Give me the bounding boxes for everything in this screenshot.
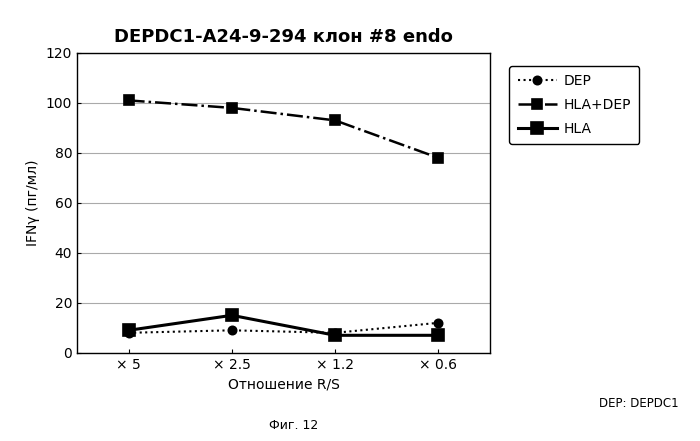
DEP: [434, 320, 442, 325]
HLA+DEP: [125, 98, 133, 103]
Line: DEP: DEP: [125, 319, 442, 337]
Text: DEP: DEPDC1: DEP: DEPDC1: [599, 397, 679, 410]
DEP: [228, 328, 236, 333]
Line: HLA: HLA: [122, 309, 444, 342]
X-axis label: Отношение R/S: Отношение R/S: [228, 377, 340, 391]
HLA+DEP: [228, 105, 236, 111]
HLA: [125, 328, 133, 333]
DEP: [331, 330, 340, 336]
Y-axis label: IFNγ (пг/мл): IFNγ (пг/мл): [26, 160, 40, 246]
Line: HLA+DEP: HLA+DEP: [124, 96, 443, 163]
HLA: [228, 313, 236, 318]
Title: DEPDC1-A24-9-294 клон #8 endo: DEPDC1-A24-9-294 клон #8 endo: [114, 28, 453, 46]
HLA+DEP: [434, 155, 442, 161]
HLA+DEP: [331, 118, 340, 123]
Legend: DEP, HLA+DEP, HLA: DEP, HLA+DEP, HLA: [510, 66, 639, 144]
HLA: [331, 333, 340, 338]
Text: Фиг. 12: Фиг. 12: [270, 419, 318, 432]
HLA: [434, 333, 442, 338]
DEP: [125, 330, 133, 336]
